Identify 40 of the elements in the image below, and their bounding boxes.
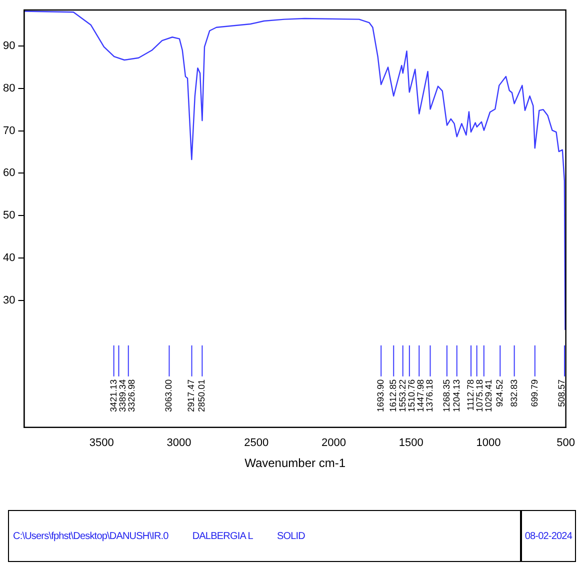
ref-line-label: 699.79 (529, 379, 540, 407)
ref-line-label: 3389.34 (117, 379, 128, 412)
text: DALBERGIA L (192, 530, 253, 542)
ref-line-label: 1204.13 (451, 379, 462, 412)
ref-line-label: 1112.78 (465, 379, 476, 411)
ref-line-label: 1553.22 (397, 379, 408, 412)
ref-line-label: 2850.01 (196, 379, 207, 412)
x-tick-label: 3500 (89, 437, 114, 450)
ref-line-label: 3421.13 (108, 379, 118, 412)
ref-line-label: 1075.18 (474, 379, 484, 412)
x-axis-title: Wavenumber cm-1 (244, 456, 346, 470)
ref-line-label: 1510.76 (406, 379, 416, 412)
y-tick-label: 40 (2, 252, 16, 264)
ref-line-label: 1268.35 (441, 379, 452, 412)
text: C:\Users\fphst\Desktop\DANUSH\IR.0 (13, 530, 168, 542)
text: 08-02-2024 (520, 511, 575, 561)
y-tick-label: 90 (2, 40, 16, 52)
ref-line-label: 3063.00 (164, 379, 174, 412)
y-tick-label: 70 (2, 124, 16, 137)
text: SOLID (276, 530, 305, 542)
ref-line-label: 3326.98 (126, 379, 136, 412)
y-tick-label: 30 (2, 294, 16, 306)
y-tick-label: 60 (2, 167, 16, 180)
ref-line-label: 1376.18 (424, 379, 435, 412)
x-tick-label: 500 (556, 437, 576, 450)
ref-line-label: 1029.41 (483, 379, 494, 412)
ref-line-label: 832.83 (508, 379, 519, 407)
y-tick-label: 80 (2, 82, 16, 94)
ref-line-label: 1693.90 (376, 379, 386, 412)
y-tick-label: 50 (2, 210, 16, 222)
x-tick-label: 1000 (476, 437, 501, 450)
ref-line-label: 2917.47 (186, 379, 196, 412)
ref-line-label: 1447.98 (415, 379, 426, 412)
ref-line-label: 924.52 (494, 379, 505, 407)
x-tick-label: 3000 (166, 437, 192, 450)
x-tick-label: 2000 (321, 437, 346, 450)
ref-line-label: 1612.85 (388, 379, 398, 412)
x-tick-label: 1500 (398, 437, 424, 450)
ref-line-label: 508.57 (556, 379, 566, 407)
x-tick-label: 2500 (244, 437, 269, 450)
